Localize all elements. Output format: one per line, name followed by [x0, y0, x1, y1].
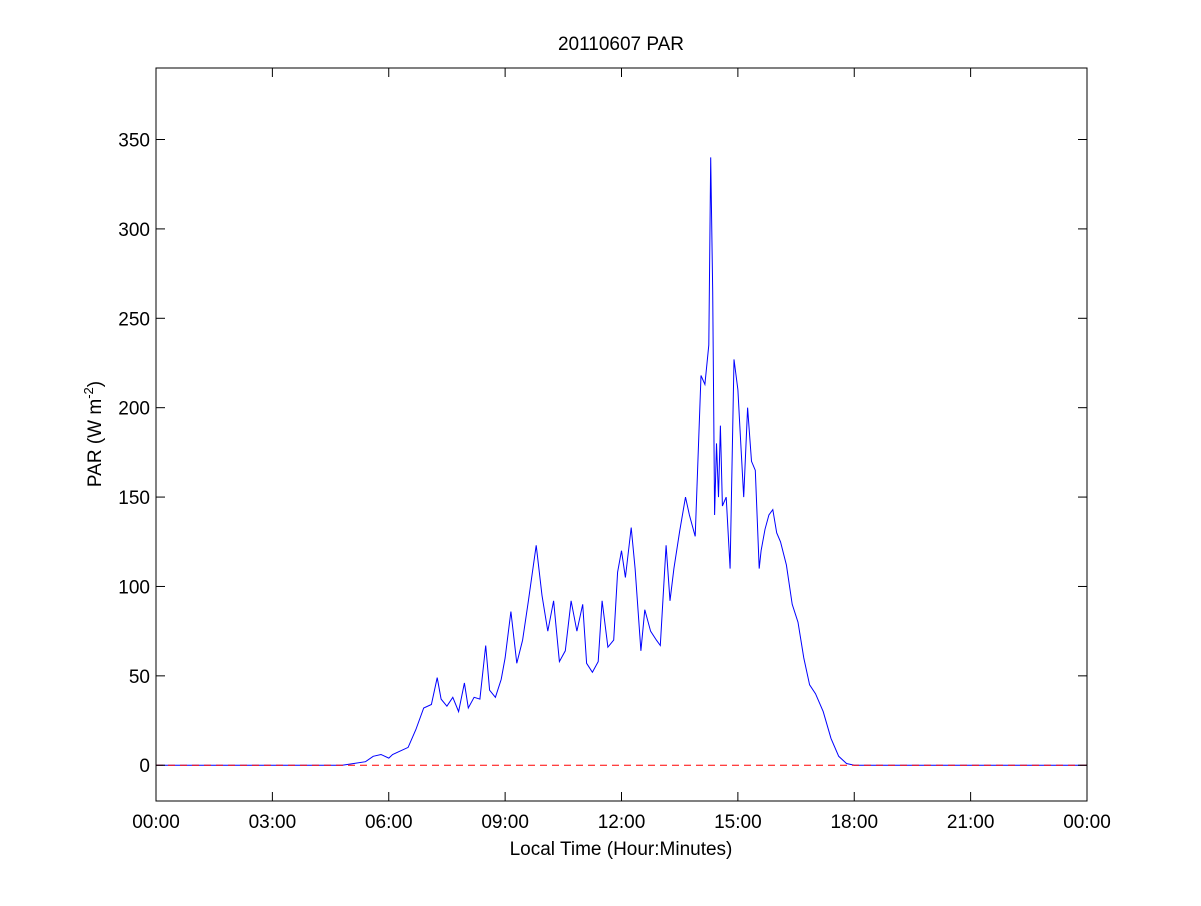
y-tick-label: 50	[129, 667, 150, 688]
x-axis-label: Local Time (Hour:Minutes)	[510, 839, 733, 860]
x-tick-label: 00:00	[1063, 812, 1111, 833]
par-series-line	[156, 157, 1087, 766]
x-tick-label: 06:00	[365, 812, 413, 833]
y-tick-label: 250	[118, 309, 150, 330]
y-axis-label: PAR (W m-2)	[81, 381, 106, 487]
x-tick-label: 09:00	[481, 812, 529, 833]
x-tick-label: 12:00	[598, 812, 646, 833]
x-tick-label: 03:00	[249, 812, 297, 833]
y-tick-label: 350	[118, 131, 150, 152]
y-axis-label-exponent: -2	[81, 387, 96, 399]
x-axis-ticks: 00:00 03:00 06:00 09:00 12:00 15:00 18:00 21:00…	[132, 68, 1111, 833]
x-tick-label: 18:00	[830, 812, 878, 833]
x-tick-label: 21:00	[947, 812, 995, 833]
y-tick-label: 200	[118, 399, 150, 420]
y-tick-label: 150	[118, 488, 150, 509]
y-tick-label: 100	[118, 577, 150, 598]
chart-title: 20110607 PAR	[558, 34, 684, 55]
y-axis-label-suffix: )	[85, 381, 106, 387]
y-axis-label-main: PAR (W m	[85, 399, 106, 487]
x-tick-label: 00:00	[132, 812, 180, 833]
y-axis-ticks: 0 50 100 150 200 250 300 350	[118, 131, 1087, 777]
y-tick-label: 0	[139, 756, 150, 777]
y-tick-label: 300	[118, 220, 150, 241]
x-tick-label: 15:00	[714, 812, 762, 833]
